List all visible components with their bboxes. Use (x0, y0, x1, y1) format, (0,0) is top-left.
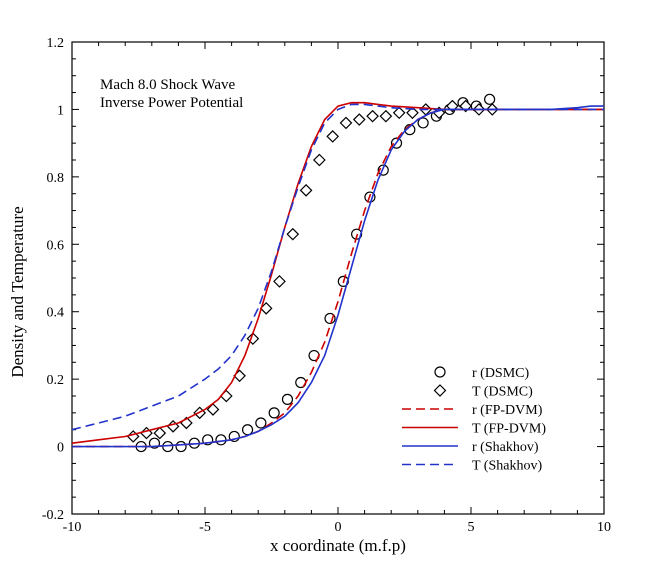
legend-item-r-dsmc: r (DSMC) (434, 366, 530, 381)
series-r-shakhov (72, 105, 604, 448)
y-tick-label: 0.8 (47, 171, 65, 186)
plot-frame (71, 41, 605, 515)
data-point-t-dsmc (392, 106, 406, 120)
x-tick-label: 0 (335, 520, 342, 535)
legend-swatch (433, 384, 447, 397)
data-point-r-dsmc (268, 407, 280, 419)
data-point-t-dsmc (406, 106, 419, 120)
legend-item-r-fp-dvm: r (FP-DVM) (402, 403, 543, 418)
data-point-r-dsmc (175, 440, 187, 453)
data-point-t-dsmc (153, 426, 167, 440)
data-point-r-dsmc (484, 93, 496, 105)
data-point-r-dsmc (215, 434, 227, 446)
legend-label: T (Shakhov) (472, 459, 542, 474)
data-point-t-dsmc (286, 227, 300, 241)
series-line-r-shakhov (72, 105, 604, 448)
legend-item-r-shakhov: r (Shakhov) (402, 440, 539, 455)
axis-ticks (71, 41, 605, 515)
legend-label: r (DSMC) (472, 366, 530, 381)
annotation-line-2: Inverse Power Potential (100, 95, 243, 111)
data-point-t-dsmc (366, 109, 379, 123)
legend-label: T (DSMC) (472, 385, 533, 400)
data-point-r-dsmc (417, 117, 429, 129)
legend-swatch (434, 366, 446, 378)
data-point-t-dsmc (299, 183, 313, 197)
y-tick-label: 0.4 (47, 306, 65, 321)
y-tick-label: 0.2 (47, 373, 65, 388)
legend-label: r (Shakhov) (472, 440, 539, 455)
y-tick-label: 0.6 (47, 238, 65, 253)
data-point-r-dsmc (255, 417, 267, 429)
x-axis-title: x coordinate (m.f.p) (270, 536, 406, 555)
series-line-r-fp-dvm (72, 108, 604, 448)
legend-label: T (FP-DVM) (472, 422, 546, 437)
data-point-t-dsmc (166, 419, 180, 433)
y-tick-label: -0.2 (42, 508, 64, 523)
series-t-shakhov (71, 103, 604, 431)
data-point-t-dsmc (140, 426, 153, 440)
series-r-dsmc (135, 93, 496, 453)
x-tick-label: -10 (63, 520, 82, 535)
data-point-t-dsmc (126, 430, 140, 443)
legend-item-t-dsmc: T (DSMC) (433, 384, 533, 400)
annotation-line-1: Mach 8.0 Shock Wave (100, 77, 235, 93)
legend: r (DSMC) T (DSMC) r (FP-DVM) T (FP-DVM) r (S… (402, 366, 546, 474)
data-point-t-dsmc (273, 275, 286, 288)
y-axis-title: Density and Temperature (8, 206, 27, 377)
legend-item-t-shakhov: T (Shakhov) (402, 459, 542, 474)
annotation: Mach 8.0 Shock Wave Inverse Power Potent… (100, 77, 243, 111)
y-tick-label: 1 (57, 103, 64, 118)
data-point-t-dsmc (339, 116, 353, 130)
data-point-r-dsmc (281, 393, 294, 405)
legend-label: r (FP-DVM) (472, 403, 543, 418)
data-point-t-dsmc (326, 130, 340, 143)
data-point-r-dsmc (241, 424, 254, 436)
data-point-t-dsmc (379, 109, 393, 123)
tick-labels: -10 -5 0 5 10 -0.2 0 0.2 0.4 0.6 0.8 1 1.2 (42, 36, 611, 535)
y-tick-label: 1.2 (47, 36, 65, 51)
data-point-t-dsmc (206, 403, 220, 416)
series-r-fp-dvm (72, 108, 604, 448)
legend-item-t-fp-dvm: T (FP-DVM) (402, 422, 546, 437)
x-tick-label: 10 (597, 520, 611, 535)
y-tick-label: 0 (57, 441, 64, 456)
data-point-t-dsmc (219, 389, 233, 403)
x-tick-label: -5 (199, 520, 211, 535)
series-layer (71, 93, 604, 453)
series-line-t-shakhov (71, 103, 604, 431)
x-tick-label: 5 (468, 520, 475, 535)
data-point-t-dsmc (352, 113, 366, 126)
data-point-t-dsmc (313, 153, 326, 167)
